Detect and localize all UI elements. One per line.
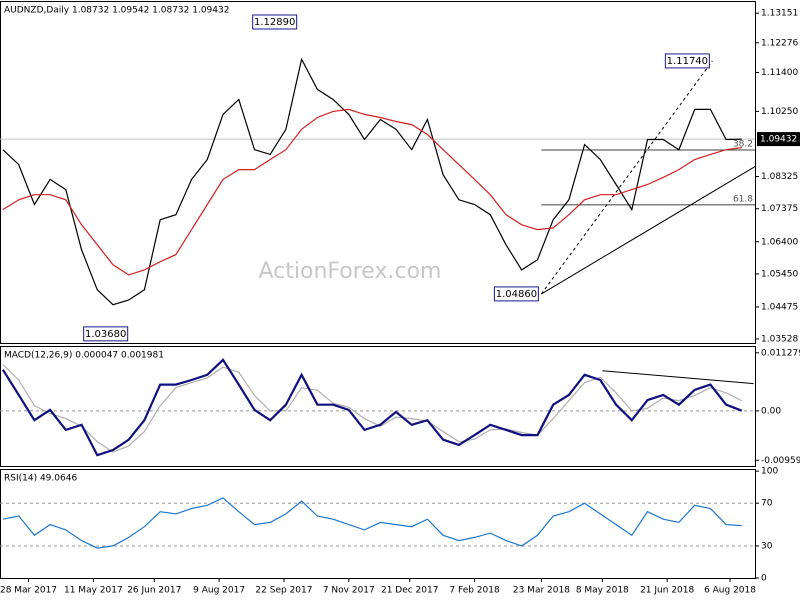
y-tick-label: 1.08325 — [761, 172, 798, 182]
y-tick-label: 1.05450 — [761, 269, 798, 279]
y-tick-label: 1.12276 — [761, 38, 798, 48]
y-tick-label: -0.009593 — [761, 456, 800, 466]
y-tick-label: 1.10250 — [761, 107, 798, 117]
price-callout: 1.04860 — [496, 289, 537, 300]
price-callout: 1.12890 — [254, 17, 295, 28]
x-tick-label: 6 Aug 2018 — [704, 586, 756, 596]
trendline — [602, 370, 754, 385]
pane-frame — [0, 346, 756, 467]
y-tick-label: 1.04475 — [761, 302, 798, 312]
y-tick-label: 0.011279 — [761, 348, 800, 358]
price-callout: 1.11740 — [667, 56, 708, 67]
price-callout-box — [493, 286, 539, 302]
current-price-label: 1.09432 — [760, 135, 797, 145]
pane-frame — [0, 1, 756, 344]
price-callout-box — [664, 53, 710, 69]
x-tick-label: 28 Mar 2017 — [0, 586, 57, 596]
x-tick-label: 26 Jun 2017 — [127, 586, 181, 596]
x-tick-label: 11 May 2017 — [64, 586, 123, 596]
current-price-box — [757, 132, 800, 147]
price-callout-box — [252, 14, 298, 30]
price-callout-box — [83, 326, 129, 342]
y-tick-label: 30 — [761, 541, 773, 551]
series-line — [1, 358, 743, 457]
fib-label: 61.8 — [733, 194, 753, 204]
y-tick-label: 1.11400 — [761, 68, 798, 78]
fib-label: 38.2 — [733, 139, 753, 149]
series-line — [2, 108, 742, 276]
series-line — [2, 57, 742, 306]
y-tick-label: 1.13151 — [761, 9, 798, 19]
series-line — [2, 364, 743, 453]
series-line — [2, 497, 742, 549]
x-tick-label: 23 Mar 2018 — [513, 586, 570, 596]
pane-frame — [0, 469, 756, 579]
x-tick-label: 8 May 2018 — [576, 586, 629, 596]
x-tick-label: 21 Dec 2017 — [381, 586, 439, 596]
y-tick-label: 100 — [761, 467, 778, 477]
pane-title: AUDNZD,Daily 1.08732 1.09542 1.08732 1.0… — [4, 6, 229, 16]
x-tick-label: 9 Aug 2017 — [193, 586, 245, 596]
y-tick-label: 0.00 — [761, 406, 781, 416]
y-tick-label: 1.03528 — [761, 335, 798, 345]
y-tick-label: 1.06400 — [761, 237, 798, 247]
x-tick-label: 22 Sep 2017 — [255, 586, 312, 596]
x-tick-label: 7 Nov 2017 — [323, 586, 375, 596]
price-callout: 1.03680 — [85, 329, 126, 340]
x-tick-label: 21 Jun 2018 — [640, 586, 694, 596]
trendline — [541, 166, 756, 295]
y-tick-label: 70 — [761, 499, 773, 509]
y-tick-label: 1.07375 — [761, 204, 798, 214]
watermark: ActionForex.com — [259, 259, 442, 284]
pane-title: RSI(14) 49.0646 — [4, 474, 77, 484]
y-tick-label: 0 — [761, 574, 767, 584]
trendline — [540, 60, 713, 295]
x-tick-label: 7 Feb 2018 — [449, 586, 500, 596]
pane-title: MACD(12,26,9) 0.000047 0.001981 — [4, 351, 164, 361]
